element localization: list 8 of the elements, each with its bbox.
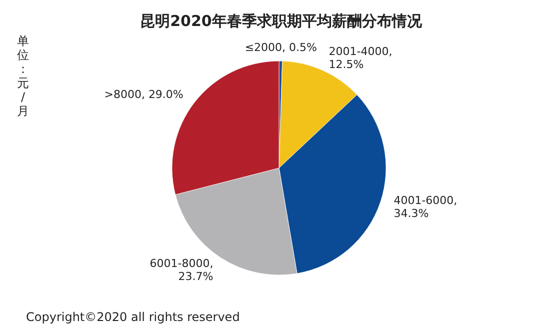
chart-title: 昆明2020年春季求职期平均薪酬分布情况	[139, 12, 423, 31]
slice-label: 4001-6000, 34.3%	[394, 194, 458, 220]
slice-label: 6001-8000, 23.7%	[150, 257, 214, 284]
slice-label: 2001-4000, 12.5%	[328, 45, 392, 72]
slice-label: ≤2000, 0.5%	[244, 41, 317, 54]
slice-label: >8000, 29.0%	[104, 88, 184, 101]
text: Copyright©2020 all rights reserved	[26, 310, 240, 324]
unit-note: 单位：元/月	[16, 34, 30, 118]
